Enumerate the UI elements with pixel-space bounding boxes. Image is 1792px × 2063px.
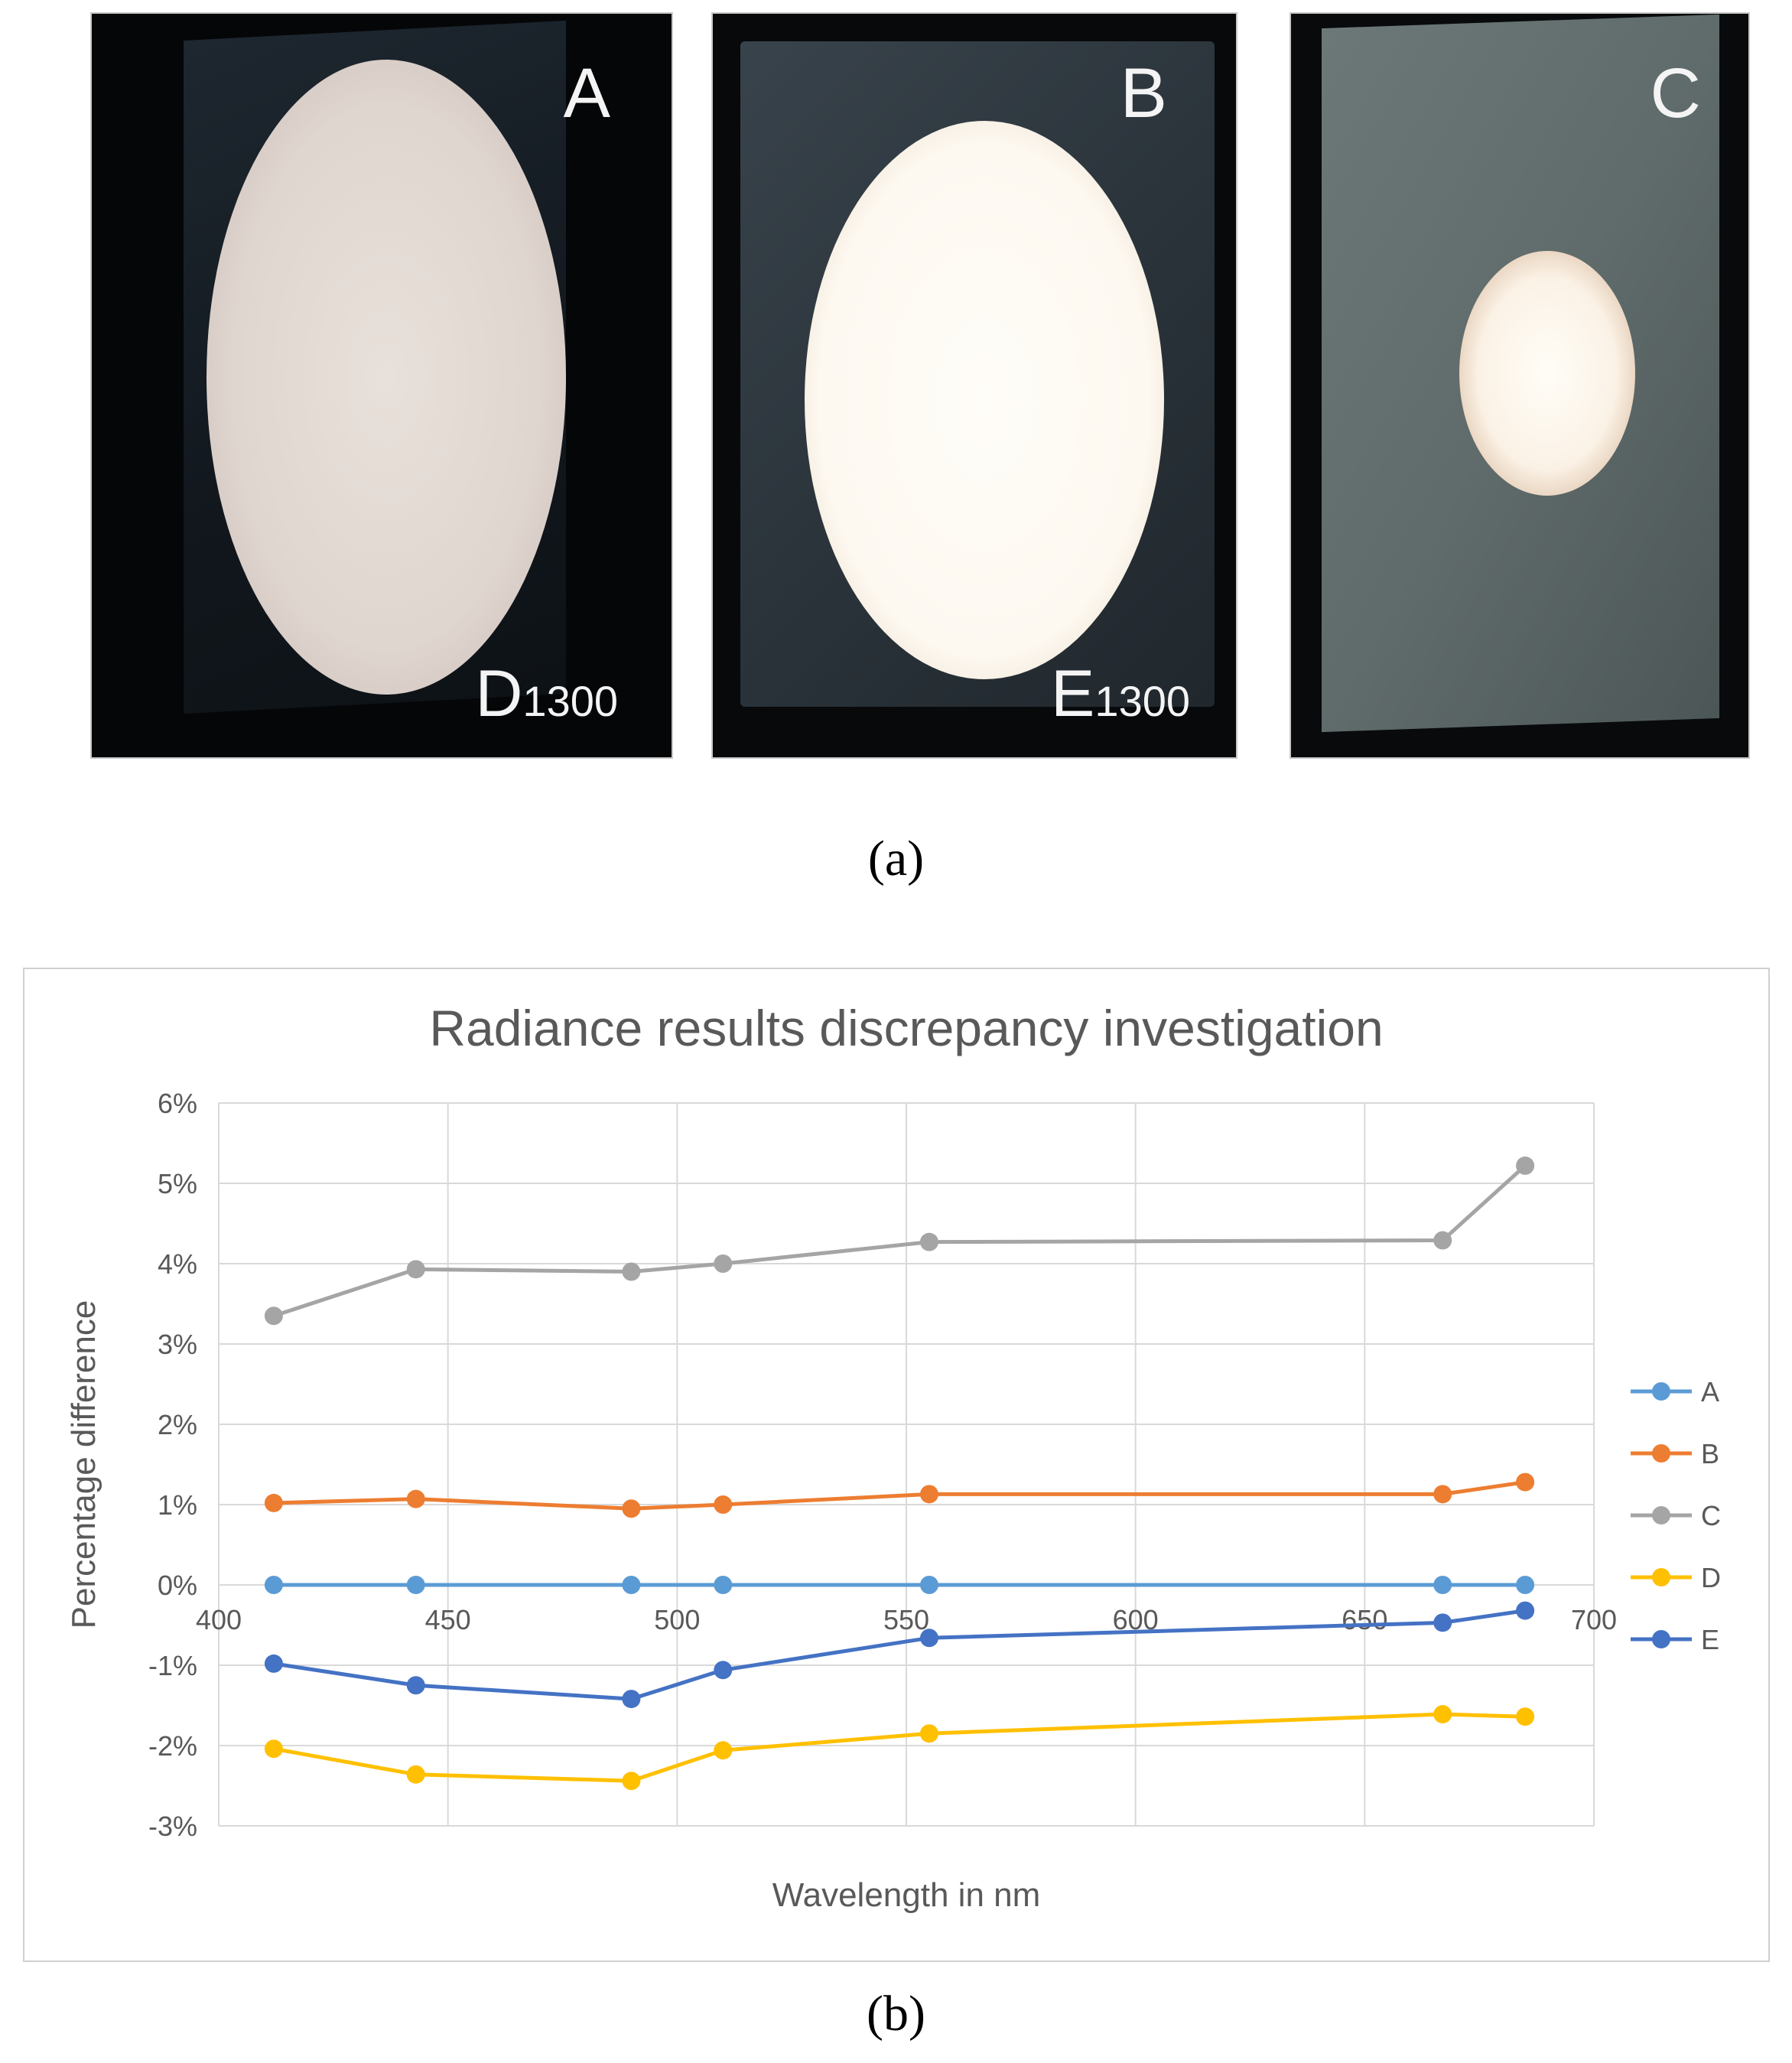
legend-marker-a — [1652, 1382, 1670, 1401]
legend-label-d: D — [1701, 1562, 1721, 1593]
photo-label-main: D — [475, 657, 523, 731]
data-point-b — [622, 1499, 641, 1518]
data-point-c — [264, 1306, 283, 1326]
data-point-b — [406, 1489, 425, 1508]
data-point-a — [622, 1576, 641, 1594]
legend-label-e: E — [1701, 1624, 1719, 1655]
y-tick-label: -3% — [148, 1811, 197, 1842]
y-tick-label: -1% — [148, 1650, 197, 1681]
legend-label-a: A — [1701, 1376, 1719, 1407]
data-point-d — [622, 1772, 641, 1791]
caption-b: (b) — [867, 1986, 925, 2042]
legend-marker-d — [1652, 1568, 1670, 1586]
line-chart: Radiance results discrepancy investigati… — [65, 1000, 1721, 1914]
x-axis-label: Wavelength in nm — [772, 1876, 1041, 1914]
data-point-c — [1516, 1156, 1535, 1175]
y-tick-label: 4% — [158, 1248, 197, 1280]
legend-label-c: C — [1701, 1500, 1721, 1531]
data-point-e — [1516, 1601, 1535, 1620]
photo-label-sub: 1300 — [522, 677, 618, 725]
series-line-d — [273, 1712, 1526, 1783]
photo-c: C — [1290, 12, 1750, 759]
legend-marker-c — [1652, 1506, 1670, 1524]
data-point-a — [264, 1576, 283, 1594]
y-tick-label: 0% — [158, 1570, 197, 1601]
data-point-d — [714, 1741, 733, 1760]
photo-label: D1300 — [475, 661, 618, 727]
photo-label-main: E — [1051, 657, 1095, 731]
data-point-e — [714, 1661, 733, 1680]
data-point-b — [919, 1485, 938, 1504]
legend-label-b: B — [1701, 1438, 1719, 1469]
y-tick-label: 2% — [158, 1409, 197, 1440]
photo-label-sub: 1300 — [1094, 677, 1190, 725]
data-point-b — [1516, 1472, 1535, 1492]
data-point-a — [406, 1576, 425, 1594]
data-point-e — [406, 1676, 425, 1695]
photo-letter: A — [563, 54, 610, 132]
y-tick-label: -2% — [148, 1730, 197, 1762]
series-line-c — [273, 1164, 1527, 1318]
y-axis-label: Percentage difference — [65, 1300, 102, 1629]
data-point-d — [919, 1724, 938, 1743]
x-tick-label: 650 — [1342, 1604, 1387, 1635]
photo-letter: C — [1650, 54, 1701, 132]
data-point-c — [622, 1262, 641, 1281]
y-tick-label: 3% — [158, 1329, 197, 1360]
data-point-e — [1433, 1613, 1452, 1632]
data-point-c — [919, 1232, 938, 1251]
data-point-a — [919, 1576, 938, 1594]
data-point-c — [406, 1260, 425, 1279]
chart-title: Radiance results discrepancy investigati… — [429, 1000, 1383, 1056]
photo-a: A D1300 — [90, 12, 673, 759]
data-point-e — [622, 1690, 641, 1709]
data-point-d — [264, 1739, 283, 1759]
data-point-a — [714, 1576, 733, 1594]
legend-marker-b — [1652, 1444, 1670, 1463]
photo-b: B E1300 — [711, 12, 1237, 759]
x-tick-label: 450 — [425, 1604, 471, 1635]
data-point-d — [406, 1765, 425, 1784]
data-point-e — [919, 1629, 938, 1648]
x-tick-label: 700 — [1571, 1604, 1617, 1635]
data-point-b — [1433, 1485, 1452, 1504]
data-point-b — [714, 1495, 733, 1514]
photo-label: E1300 — [1051, 661, 1190, 727]
data-point-d — [1516, 1707, 1535, 1726]
data-point-a — [1433, 1576, 1452, 1594]
y-tick-label: 1% — [158, 1489, 197, 1521]
data-point-a — [1516, 1576, 1535, 1594]
data-point-e — [264, 1654, 283, 1673]
x-tick-label: 550 — [883, 1604, 929, 1635]
legend-marker-e — [1652, 1630, 1670, 1648]
data-point-d — [1433, 1705, 1452, 1724]
x-tick-label: 500 — [654, 1604, 700, 1635]
chart-frame: Radiance results discrepancy investigati… — [23, 968, 1770, 1962]
y-tick-label: 5% — [158, 1168, 197, 1199]
y-tick-label: 6% — [158, 1088, 197, 1119]
photo-letter: B — [1120, 54, 1167, 132]
light-spot — [1459, 251, 1635, 496]
data-point-c — [1433, 1231, 1452, 1250]
data-point-c — [714, 1254, 733, 1273]
light-spot — [207, 60, 566, 695]
caption-a: (a) — [867, 831, 925, 887]
light-spot — [805, 121, 1164, 679]
x-tick-label: 400 — [196, 1604, 242, 1635]
data-point-b — [264, 1493, 283, 1512]
